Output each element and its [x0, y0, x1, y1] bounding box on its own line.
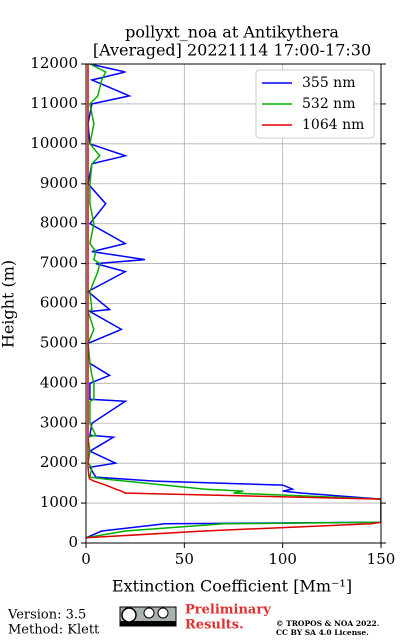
y-tick-label: 1000	[40, 493, 78, 511]
y-tick-label: 3000	[40, 413, 78, 431]
legend: 355 nm 532 nm 1064 nm	[255, 69, 375, 139]
license: CC BY SA 4.0 License.	[276, 628, 369, 637]
y-tick-label: 12000	[30, 54, 78, 72]
y-tick-label: 6000	[40, 294, 78, 312]
y-tick-label: 0	[68, 533, 78, 551]
legend-label: 1064 nm	[302, 117, 364, 133]
chart-subtitle: [Averaged] 20221114 17:00-17:30	[93, 41, 371, 60]
y-axis-label: Height (m)	[0, 260, 18, 348]
x-tick-label: 100	[268, 550, 297, 568]
preliminary: Preliminary	[185, 603, 271, 618]
y-tick-label: 4000	[40, 373, 78, 391]
version: Version: 3.5	[7, 608, 86, 623]
plot-lines	[86, 64, 381, 539]
y-tick-label: 7000	[40, 254, 78, 272]
x-axis-label: Extinction Coefficient [Mm⁻¹]	[112, 577, 352, 596]
chart-title: pollyxt_noa at Antikythera	[125, 23, 339, 42]
legend-box	[255, 69, 375, 139]
x-tick-label: 0	[81, 550, 91, 568]
profile-line	[86, 64, 381, 539]
legend-label: 532 nm	[302, 96, 355, 112]
y-tick-label: 5000	[40, 333, 78, 351]
y-tick-label: 10000	[30, 134, 78, 152]
x-tick-label: 150	[367, 550, 396, 568]
profile-line	[86, 64, 381, 539]
legend-label: 355 nm	[302, 75, 355, 91]
y-tick-label: 9000	[40, 174, 78, 192]
x-tick-label: 50	[175, 550, 194, 568]
y-tick-label: 11000	[30, 94, 78, 112]
y-tick-label: 8000	[40, 214, 78, 232]
results: Results.	[185, 618, 244, 633]
cc-logo	[119, 606, 177, 627]
copyright: © TROPOS & NOA 2022.	[276, 619, 379, 628]
y-tick-label: 2000	[40, 453, 78, 471]
ticks: 0 50 100 150 0 1000 2000 3000 4000 5000 6000 7000 80…	[30, 54, 395, 568]
method: Method: Klett	[8, 623, 100, 638]
